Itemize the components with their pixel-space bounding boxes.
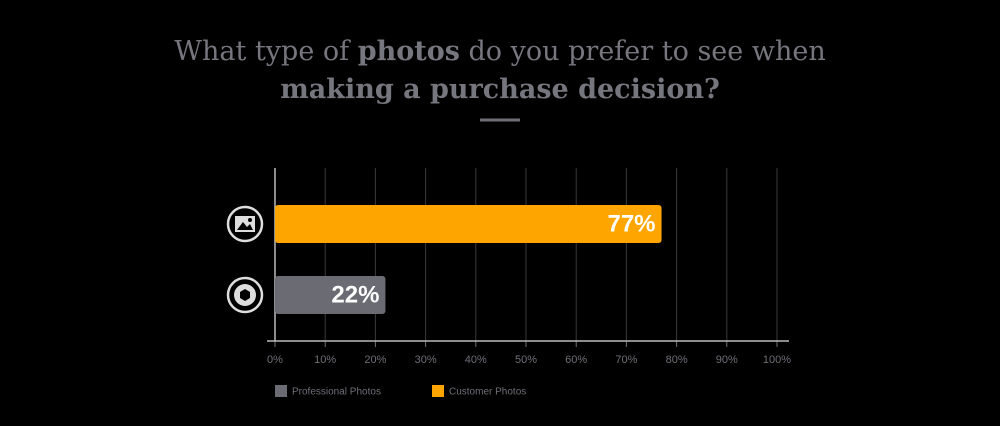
title-part: What type of	[174, 36, 357, 67]
legend-label: Customer Photos	[449, 387, 526, 398]
x-tick-label: 20%	[364, 354, 386, 366]
value-label: 22%	[331, 281, 379, 308]
bar	[275, 205, 662, 243]
x-tick-label: 100%	[763, 354, 791, 366]
x-tick-label: 80%	[666, 354, 688, 366]
chart-title: making a purchase decision?	[280, 74, 720, 105]
x-tick-label: 30%	[415, 354, 437, 366]
legend-swatch	[275, 385, 287, 397]
title-part: photos	[358, 36, 460, 67]
title-part: making a purchase decision?	[280, 74, 720, 105]
x-tick-label: 90%	[716, 354, 738, 366]
x-tick-label: 70%	[615, 354, 637, 366]
icon-image	[226, 205, 264, 243]
chart-title: What type of photos do you prefer to see…	[174, 36, 825, 67]
icon-camera	[226, 276, 264, 314]
legend-label: Professional Photos	[292, 387, 381, 398]
x-tick-label: 50%	[515, 354, 537, 366]
x-tick-label: 40%	[465, 354, 487, 366]
value-label: 77%	[607, 210, 655, 237]
x-tick-label: 60%	[565, 354, 587, 366]
x-tick-label: 10%	[314, 354, 336, 366]
legend-swatch	[432, 385, 444, 397]
bar	[275, 276, 386, 314]
title-part: do you prefer to see when	[460, 36, 826, 67]
x-tick-label: 0%	[267, 354, 283, 366]
